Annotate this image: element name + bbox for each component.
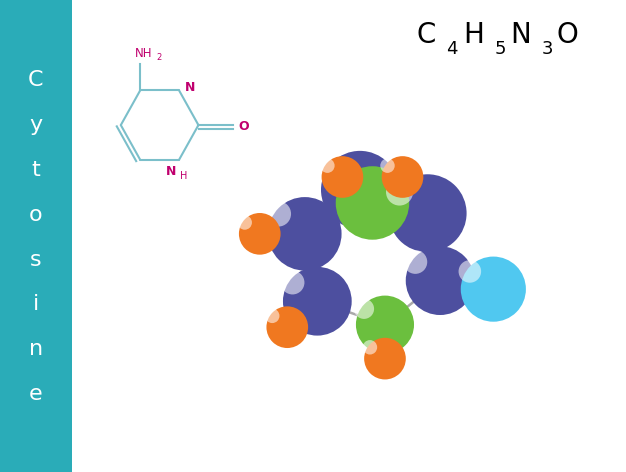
Text: 2: 2 (156, 53, 162, 62)
Text: C: C (416, 21, 436, 49)
Text: C: C (28, 70, 44, 90)
Text: N: N (165, 166, 176, 178)
Point (365, 344, 375, 351)
Text: n: n (29, 339, 43, 359)
Point (398, 173, 408, 181)
Point (380, 321, 390, 329)
Point (240, 219, 250, 226)
Point (322, 162, 332, 169)
Point (300, 230, 310, 237)
Text: i: i (33, 295, 39, 314)
Point (274, 210, 284, 218)
Point (465, 268, 475, 275)
Text: e: e (29, 384, 43, 404)
Text: N: N (510, 21, 531, 49)
Text: O: O (557, 21, 578, 49)
Point (382, 162, 393, 169)
Point (423, 210, 433, 217)
Text: N: N (185, 81, 196, 94)
Point (355, 186, 365, 194)
Point (337, 173, 347, 181)
Point (410, 258, 420, 266)
Point (488, 286, 498, 293)
FancyBboxPatch shape (0, 0, 72, 472)
Point (394, 188, 404, 196)
Text: H: H (180, 171, 187, 181)
Text: NH: NH (135, 47, 152, 59)
Point (282, 323, 292, 331)
Point (367, 199, 377, 207)
Point (327, 165, 337, 172)
Text: 4: 4 (446, 40, 458, 58)
Point (435, 277, 445, 285)
Point (267, 312, 277, 320)
Text: 5: 5 (495, 40, 506, 58)
Text: H: H (463, 21, 484, 49)
Text: o: o (29, 205, 43, 225)
Text: y: y (29, 115, 43, 135)
Text: O: O (238, 119, 249, 133)
Point (255, 230, 265, 237)
Text: 3: 3 (541, 40, 553, 58)
Point (312, 297, 322, 305)
Point (380, 355, 390, 362)
Point (359, 305, 369, 312)
Point (287, 279, 297, 287)
Point (341, 179, 351, 187)
Text: t: t (32, 160, 40, 180)
Text: s: s (30, 250, 42, 270)
